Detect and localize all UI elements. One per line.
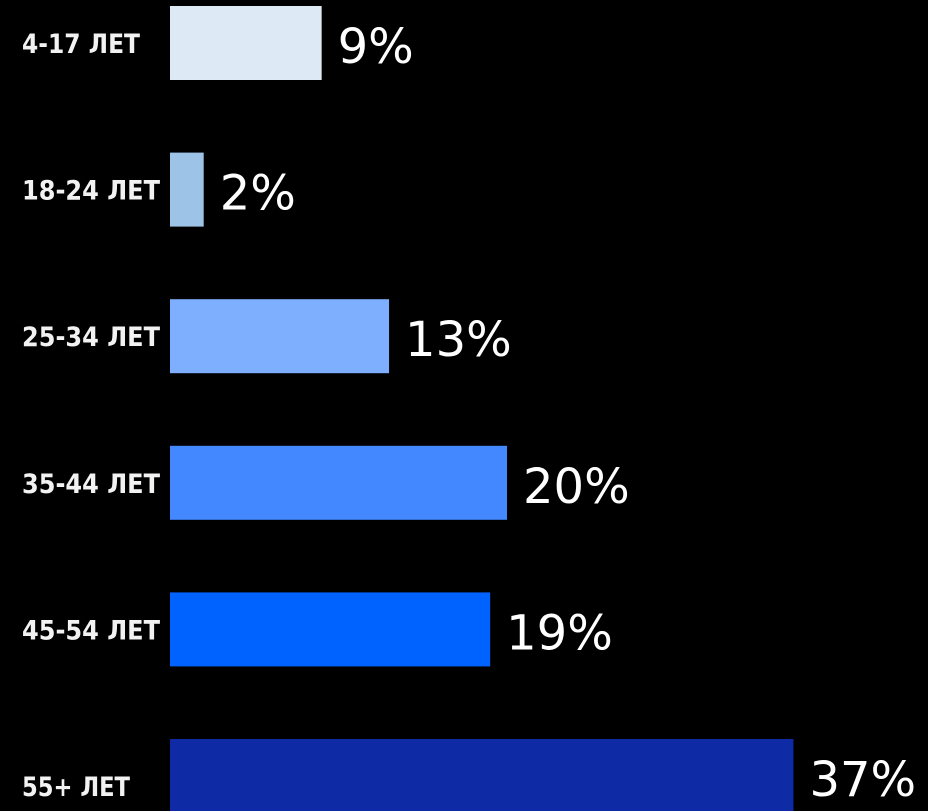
bar-4 [170,592,491,667]
bar-1 [170,152,204,227]
category-label-1: 18-24 ЛЕТ [22,176,161,207]
bar-5 [170,739,794,811]
value-label-2: 13% [405,312,512,368]
labels-layer: 4-17 ЛЕТ 9% 18-24 ЛЕТ 2% 25-34 ЛЕТ 13% 35-44 Л… [22,19,916,808]
category-label-2: 25-34 ЛЕТ [22,322,161,353]
category-label-5: 55+ ЛЕТ [22,772,130,803]
value-label-0: 9% [338,19,414,75]
value-label-3: 20% [523,459,630,515]
category-label-0: 4-17 ЛЕТ [22,29,140,60]
bars-layer [170,6,794,811]
category-label-4: 45-54 ЛЕТ [22,615,161,646]
value-label-1: 2% [220,166,296,222]
value-label-4: 19% [506,605,613,661]
category-label-3: 35-44 ЛЕТ [22,469,161,500]
bar-0 [170,6,322,80]
bar-3 [170,445,507,520]
bar-2 [170,299,390,374]
value-label-5: 37% [809,752,916,808]
